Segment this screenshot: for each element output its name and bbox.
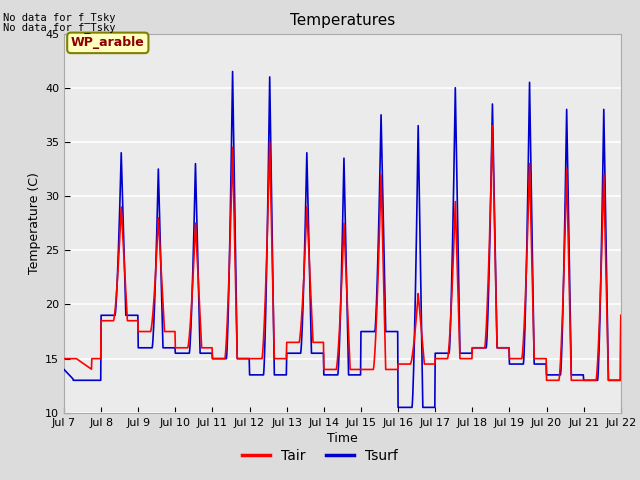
Text: No data for f_Tsky: No data for f_Tsky bbox=[3, 12, 116, 23]
Tair bbox=[543, 377, 550, 383]
Tair bbox=[520, 331, 527, 337]
Text: WP_arable: WP_arable bbox=[71, 36, 145, 49]
Tsurf bbox=[568, 372, 576, 378]
Tsurf bbox=[394, 405, 402, 410]
Tsurf bbox=[228, 69, 236, 74]
Title: Temperatures: Temperatures bbox=[290, 13, 395, 28]
Tair bbox=[278, 356, 286, 361]
Tsurf bbox=[183, 350, 191, 356]
Tair bbox=[488, 123, 496, 129]
Tsurf bbox=[279, 372, 287, 378]
Tair bbox=[617, 312, 625, 318]
Tair bbox=[568, 377, 576, 383]
Y-axis label: Temperature (C): Temperature (C) bbox=[28, 172, 41, 274]
Text: No data for f_Tsky: No data for f_Tsky bbox=[3, 22, 116, 33]
Line: Tair: Tair bbox=[64, 126, 621, 380]
Tsurf bbox=[429, 405, 436, 410]
Tair bbox=[60, 356, 68, 361]
Tair bbox=[292, 339, 300, 345]
Legend: Tair, Tsurf: Tair, Tsurf bbox=[236, 443, 404, 468]
Tsurf bbox=[292, 350, 300, 356]
X-axis label: Time: Time bbox=[327, 432, 358, 445]
Tair bbox=[183, 345, 191, 351]
Tsurf bbox=[617, 318, 625, 324]
Tsurf bbox=[520, 348, 528, 354]
Tsurf bbox=[60, 367, 68, 372]
Line: Tsurf: Tsurf bbox=[64, 72, 621, 408]
Tair bbox=[428, 361, 436, 367]
